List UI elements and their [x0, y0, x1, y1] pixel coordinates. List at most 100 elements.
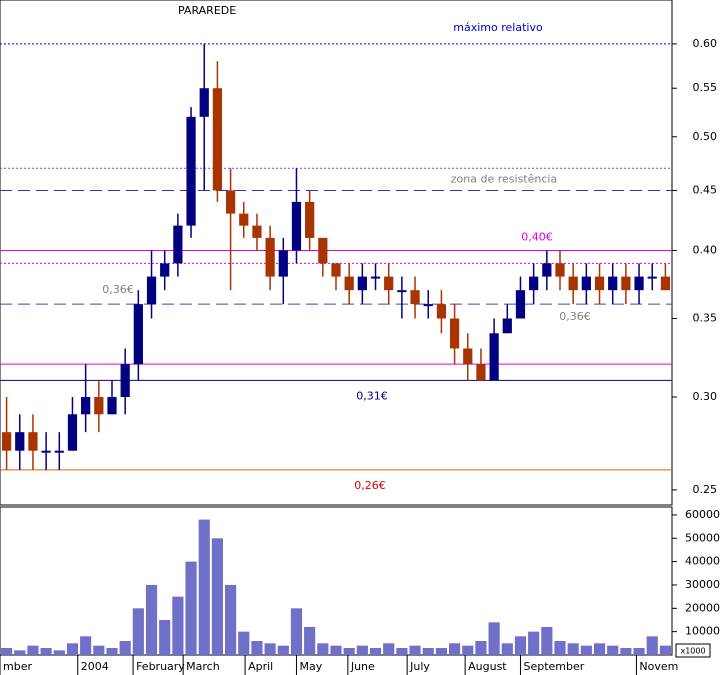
- unit-label: x1000: [680, 647, 705, 656]
- bar-body: [489, 333, 499, 381]
- volume-bar: [659, 645, 671, 655]
- volume-panel: [0, 506, 673, 656]
- y-tick-label: 0.55: [693, 81, 718, 94]
- y-tick-label: 0.25: [693, 483, 718, 496]
- volume-bar: [185, 561, 197, 655]
- x-tick-label: August: [468, 660, 507, 673]
- bar-body: [67, 414, 78, 451]
- bar-body: [305, 201, 315, 238]
- bar-body: [370, 276, 381, 279]
- volume-bar: [422, 647, 434, 655]
- volume-bar: [528, 631, 540, 655]
- bar-body: [278, 250, 288, 277]
- volume-bar: [290, 608, 303, 655]
- reference-label: 0,31€: [356, 389, 388, 402]
- volume-bar: [607, 645, 619, 655]
- y-tick-label: 0.50: [693, 130, 718, 143]
- volume-bar: [277, 645, 289, 655]
- reference-label: 0,26€: [354, 479, 386, 492]
- volume-bar: [409, 645, 421, 655]
- volume-bar: [501, 643, 513, 655]
- bar-body: [199, 88, 209, 117]
- volume-bar: [27, 645, 39, 655]
- bar-body: [54, 450, 64, 453]
- bar-body: [173, 225, 183, 264]
- bar-body: [502, 318, 512, 334]
- reference-label: 0,36€: [559, 310, 591, 323]
- x-tick-label: May: [299, 660, 322, 673]
- volume-bar: [159, 619, 171, 655]
- volume-bar: [580, 645, 592, 655]
- volume-bar: [435, 647, 447, 655]
- volume-bar: [93, 645, 105, 655]
- volume-bar: [541, 626, 553, 655]
- bar-body: [318, 237, 328, 264]
- x-tick-label: June: [350, 660, 375, 673]
- bar-body: [410, 290, 420, 305]
- bar-body: [581, 276, 591, 291]
- volume-bar: [53, 650, 65, 655]
- y-tick-label: 0.45: [693, 183, 718, 196]
- volume-bar: [132, 608, 144, 655]
- volume-bar: [356, 645, 368, 655]
- bar-body: [41, 450, 51, 453]
- volume-bar: [238, 631, 250, 655]
- volume-bar: [14, 650, 26, 655]
- volume-bar: [514, 636, 527, 655]
- volume-bar: [383, 643, 395, 655]
- volume-bar: [145, 584, 158, 655]
- bar-body: [568, 276, 578, 291]
- bar-body: [660, 276, 671, 291]
- volume-bar: [106, 647, 118, 655]
- volume-bar: [317, 643, 329, 655]
- volume-bar: [633, 647, 645, 655]
- bar-body: [1, 432, 12, 451]
- volume-bar: [554, 640, 566, 655]
- volume-bar: [251, 640, 263, 655]
- bar-body: [28, 432, 38, 451]
- bar-body: [397, 290, 407, 293]
- y-tick-label: 50000: [685, 531, 720, 544]
- bar-body: [515, 290, 526, 319]
- volume-bar: [369, 647, 382, 655]
- bar-body: [344, 276, 354, 291]
- x-tick-label: September: [523, 660, 584, 673]
- volume-bar: [462, 645, 474, 655]
- x-tick-label: April: [248, 660, 273, 673]
- reference-label: 0,36€: [102, 283, 134, 296]
- bar-body: [647, 276, 657, 279]
- bar-body: [634, 276, 644, 291]
- bar-body: [449, 318, 460, 349]
- bar-body: [212, 88, 223, 191]
- y-tick-label: 60000: [685, 508, 720, 521]
- bar-body: [436, 304, 447, 319]
- chart-title: PARAREDE: [178, 4, 236, 17]
- bar-body: [160, 263, 170, 277]
- volume-bar: [396, 647, 408, 655]
- bar-body: [423, 304, 433, 307]
- price-panel: [0, 0, 673, 506]
- bar-body: [225, 190, 236, 214]
- bar-body: [331, 263, 341, 277]
- bar-body: [252, 225, 262, 238]
- volume-bar: [119, 640, 131, 655]
- y-tick-label: 30000: [685, 578, 720, 591]
- bar-body: [265, 237, 275, 277]
- volume-bar: [593, 643, 606, 655]
- y-tick-label: 0.30: [693, 390, 718, 403]
- bar-body: [476, 364, 486, 381]
- volume-bar: [1, 647, 13, 655]
- volume-bar: [567, 643, 579, 655]
- bar-body: [239, 213, 249, 226]
- bar-body: [146, 276, 157, 305]
- x-tick-label: 2004: [81, 660, 109, 673]
- volume-bar: [646, 636, 658, 655]
- bar-body: [542, 263, 552, 277]
- y-tick-label: 0.35: [693, 311, 718, 324]
- volume-bar: [475, 640, 487, 655]
- bar-body: [186, 116, 196, 226]
- y-tick-label: 20000: [685, 601, 720, 614]
- reference-label: 0,40€: [521, 230, 553, 243]
- volume-bar: [80, 636, 92, 655]
